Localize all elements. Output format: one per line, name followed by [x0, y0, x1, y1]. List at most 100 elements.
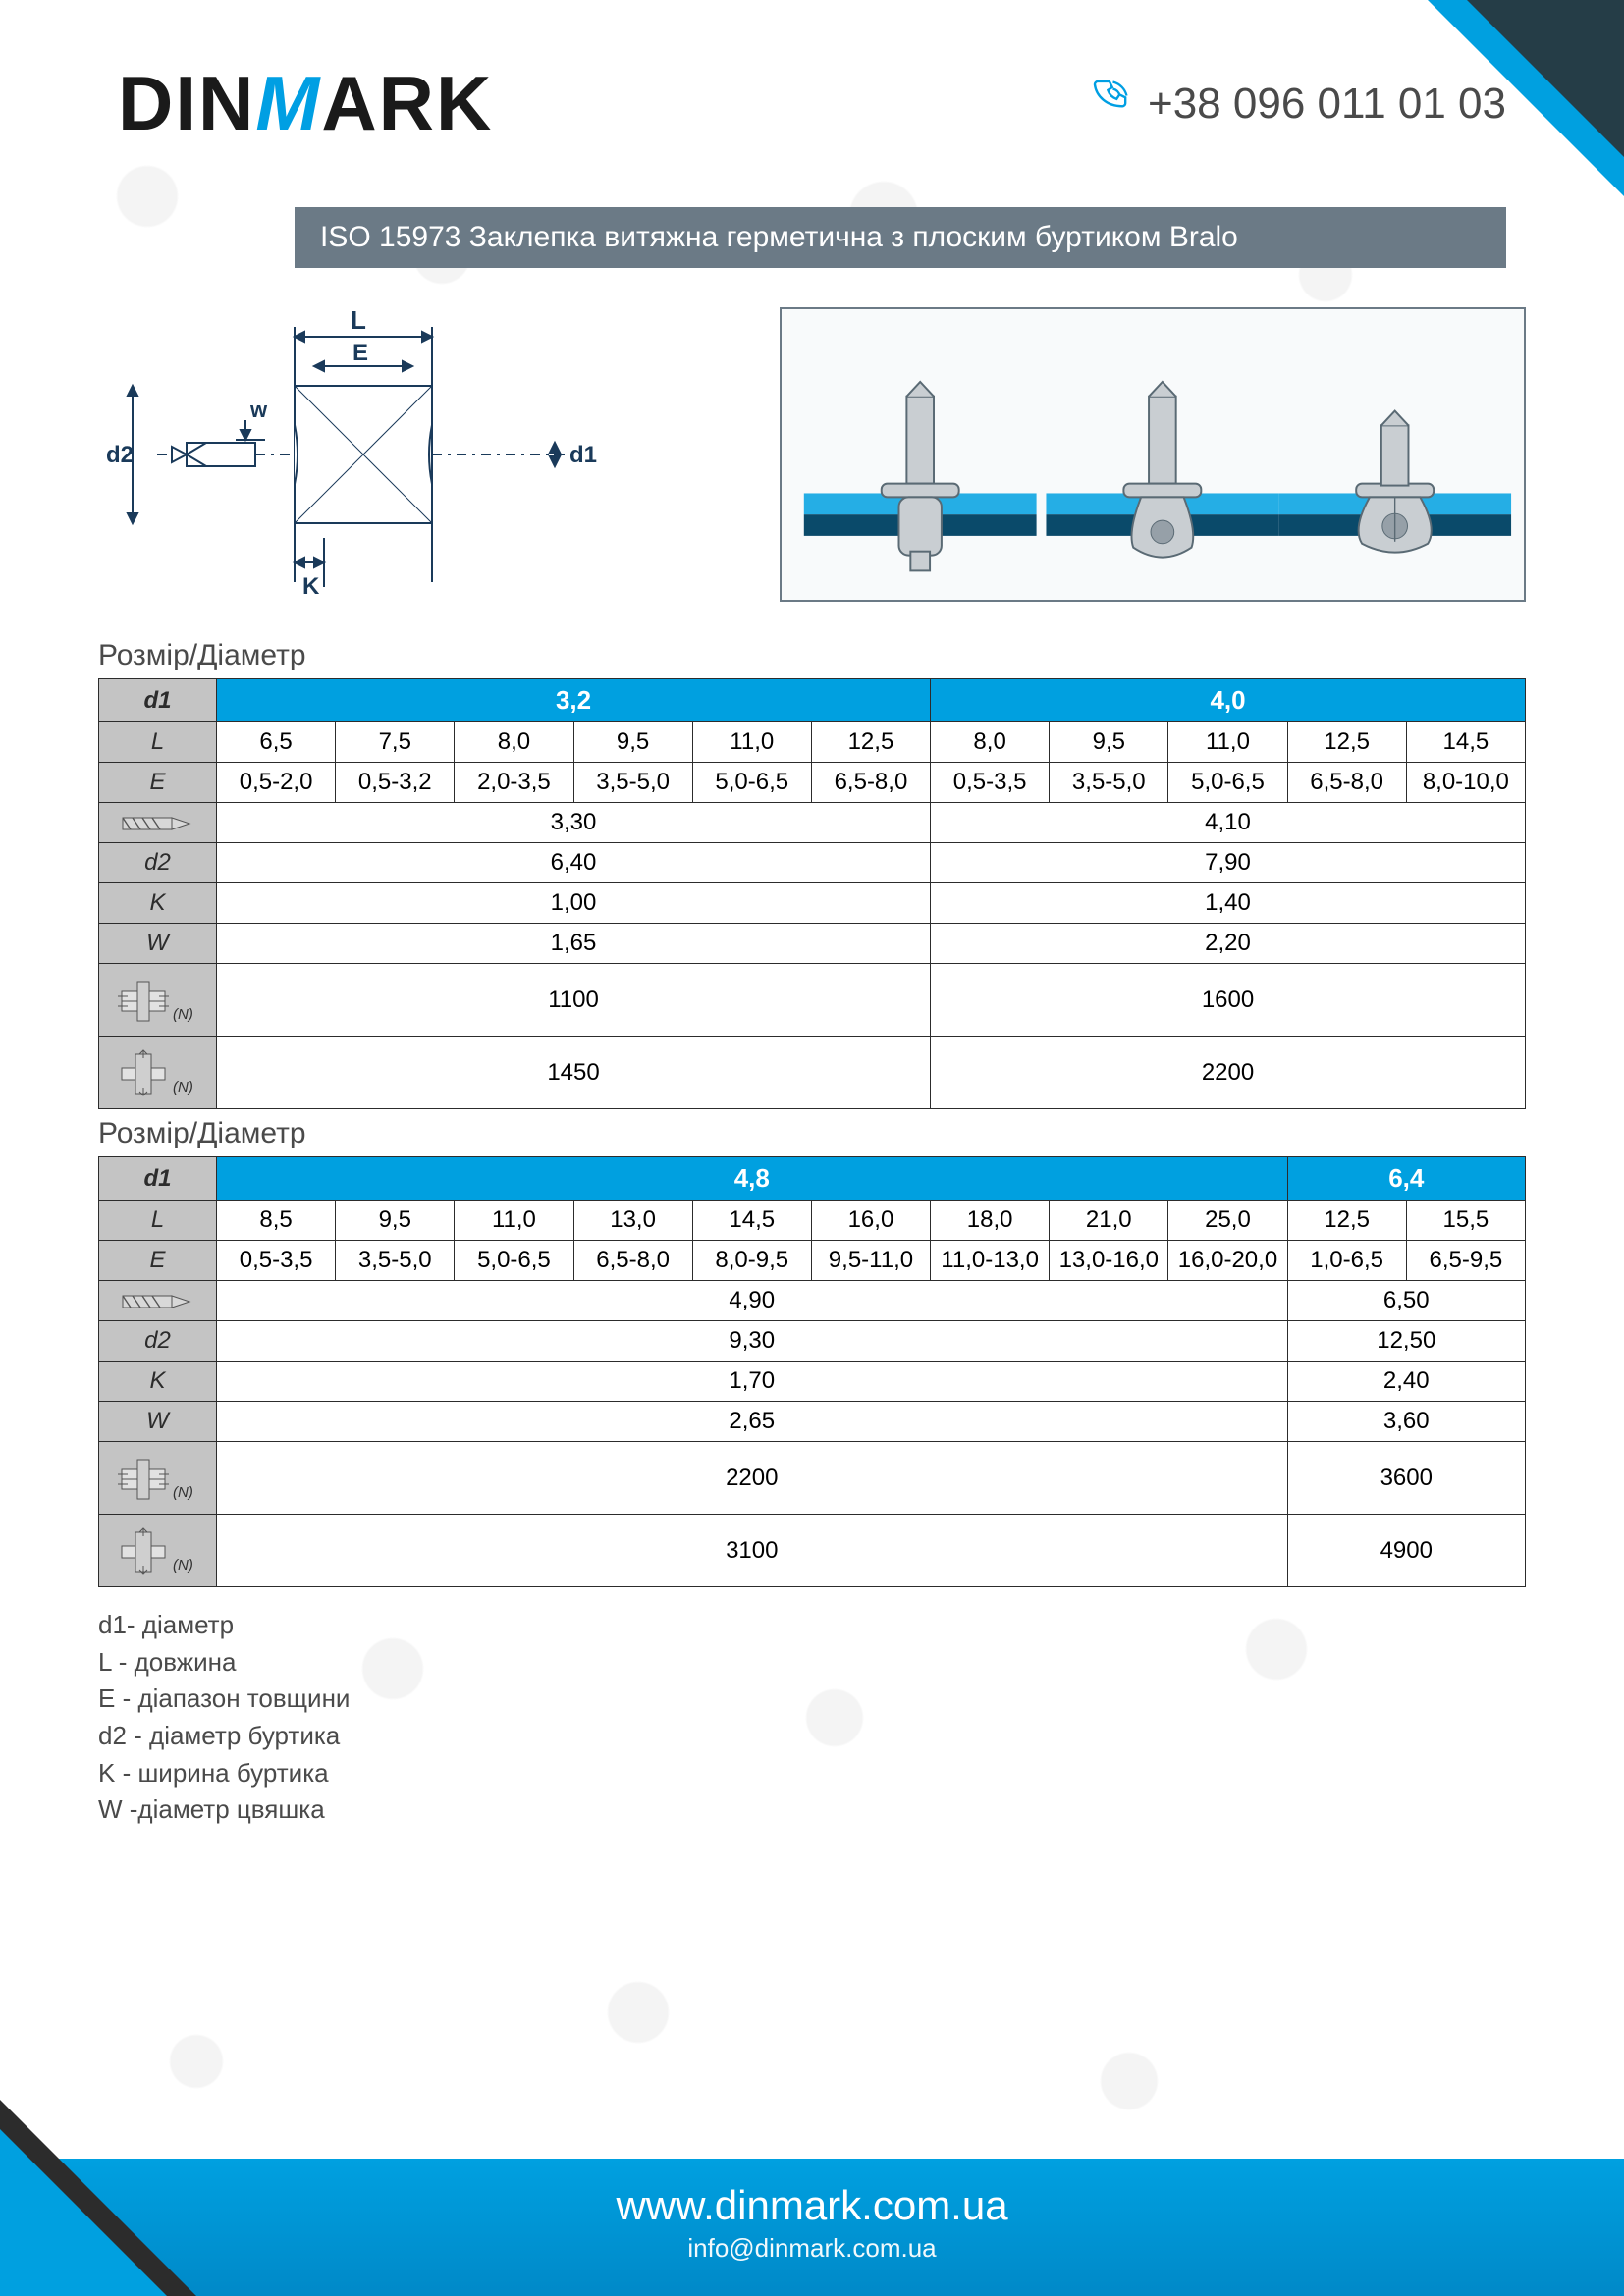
logo: DINMARK — [118, 59, 493, 148]
d1-header: 4,8 — [217, 1157, 1288, 1201]
legend-line: E - діапазон товщини — [98, 1681, 1526, 1718]
cell-E: 6,5-8,0 — [1287, 763, 1406, 803]
legend-line: d1- діаметр — [98, 1607, 1526, 1644]
cell-E: 3,5-5,0 — [336, 1241, 455, 1281]
row-E: E — [99, 763, 217, 803]
cell-W: 2,20 — [931, 924, 1526, 964]
logo-pre: DIN — [118, 60, 255, 146]
diag-K: K — [302, 573, 320, 600]
d1-header: 3,2 — [217, 679, 931, 722]
cell-W: 1,65 — [217, 924, 931, 964]
row-K: K — [99, 1362, 217, 1402]
legend-line: W -діаметр цвяшка — [98, 1791, 1526, 1829]
cell-L: 8,0 — [455, 722, 573, 763]
cell-L: 6,5 — [217, 722, 336, 763]
svg-text:(N): (N) — [173, 1484, 193, 1501]
row-W: W — [99, 1402, 217, 1442]
footer-email: info@dinmark.com.ua — [0, 2233, 1624, 2264]
cell-E: 8,0-9,5 — [692, 1241, 811, 1281]
diag-E: E — [352, 340, 368, 366]
row-K: K — [99, 883, 217, 924]
svg-text:(N): (N) — [173, 1006, 193, 1023]
row-drill-icon — [99, 1281, 217, 1321]
cell-tensile: 3100 — [217, 1515, 1288, 1587]
row-shear-icon: (N) — [99, 1442, 217, 1515]
svg-text:(N): (N) — [173, 1079, 193, 1095]
footer-url: www.dinmark.com.ua — [0, 2182, 1624, 2229]
cell-E: 6,5-8,0 — [811, 763, 930, 803]
row-tensile-icon: (N) — [99, 1515, 217, 1587]
d1-header: 6,4 — [1287, 1157, 1525, 1201]
cell-drill: 4,90 — [217, 1281, 1288, 1321]
cell-E: 0,5-3,5 — [931, 763, 1050, 803]
cell-drill: 3,30 — [217, 803, 931, 843]
row-drill-icon — [99, 803, 217, 843]
cell-W: 2,65 — [217, 1402, 1288, 1442]
cell-L: 9,5 — [573, 722, 692, 763]
cell-L: 7,5 — [336, 722, 455, 763]
cell-E: 0,5-2,0 — [217, 763, 336, 803]
cell-E: 5,0-6,5 — [455, 1241, 573, 1281]
cell-E: 0,5-3,5 — [217, 1241, 336, 1281]
technical-drawing: L E d2 d1 w K — [98, 307, 648, 602]
row-d2: d2 — [99, 1321, 217, 1362]
row-L: L — [99, 722, 217, 763]
footer-corner-blue — [0, 2129, 167, 2296]
cell-K: 1,00 — [217, 883, 931, 924]
row-d1: d1 — [99, 1157, 217, 1201]
section-label-1: Розмір/Діаметр — [0, 631, 1624, 678]
row-E: E — [99, 1241, 217, 1281]
cell-L: 11,0 — [455, 1201, 573, 1241]
phone-block: +38 096 011 01 03 — [1089, 79, 1506, 130]
legend: d1- діаметрL - довжинаE - діапазон товщи… — [0, 1587, 1624, 1848]
cell-L: 12,5 — [1287, 722, 1406, 763]
cell-L: 9,5 — [1050, 722, 1168, 763]
cell-W: 3,60 — [1287, 1402, 1525, 1442]
cell-L: 9,5 — [336, 1201, 455, 1241]
cell-shear: 2200 — [217, 1442, 1288, 1515]
cell-L: 11,0 — [692, 722, 811, 763]
row-shear-icon: (N) — [99, 964, 217, 1037]
spec-table-1: d13,24,0L6,57,58,09,511,012,58,09,511,01… — [98, 678, 1526, 1109]
diagram-row: L E d2 d1 w K — [0, 297, 1624, 631]
cell-shear: 3600 — [1287, 1442, 1525, 1515]
cell-E: 1,0-6,5 — [1287, 1241, 1406, 1281]
installation-diagram — [780, 307, 1526, 602]
diag-d2: d2 — [106, 442, 134, 468]
legend-line: K - ширина буртика — [98, 1755, 1526, 1792]
logo-post: ARK — [321, 60, 493, 146]
footer: www.dinmark.com.ua info@dinmark.com.ua — [0, 2159, 1624, 2296]
d1-header: 4,0 — [931, 679, 1526, 722]
cell-shear: 1600 — [931, 964, 1526, 1037]
cell-L: 21,0 — [1050, 1201, 1168, 1241]
cell-tensile: 4900 — [1287, 1515, 1525, 1587]
cell-E: 13,0-16,0 — [1050, 1241, 1168, 1281]
cell-L: 14,5 — [1406, 722, 1525, 763]
row-d1: d1 — [99, 679, 217, 722]
svg-text:(N): (N) — [173, 1557, 193, 1574]
cell-E: 3,5-5,0 — [573, 763, 692, 803]
cell-shear: 1100 — [217, 964, 931, 1037]
cell-d2: 12,50 — [1287, 1321, 1525, 1362]
header: DINMARK +38 096 011 01 03 — [0, 0, 1624, 187]
spec-table-2: d14,86,4L8,59,511,013,014,516,018,021,02… — [98, 1156, 1526, 1587]
cell-K: 2,40 — [1287, 1362, 1525, 1402]
cell-E: 9,5-11,0 — [811, 1241, 930, 1281]
cell-E: 16,0-20,0 — [1168, 1241, 1287, 1281]
cell-L: 8,0 — [931, 722, 1050, 763]
section-label-2: Розмір/Діаметр — [0, 1109, 1624, 1156]
cell-E: 3,5-5,0 — [1050, 763, 1168, 803]
cell-L: 8,5 — [217, 1201, 336, 1241]
cell-d2: 6,40 — [217, 843, 931, 883]
cell-L: 16,0 — [811, 1201, 930, 1241]
diag-w: w — [249, 398, 268, 422]
cell-L: 18,0 — [931, 1201, 1050, 1241]
cell-L: 12,5 — [1287, 1201, 1406, 1241]
cell-L: 15,5 — [1406, 1201, 1525, 1241]
cell-tensile: 2200 — [931, 1037, 1526, 1109]
row-W: W — [99, 924, 217, 964]
cell-E: 0,5-3,2 — [336, 763, 455, 803]
logo-m: M — [255, 60, 321, 146]
cell-E: 2,0-3,5 — [455, 763, 573, 803]
phone-number: +38 096 011 01 03 — [1148, 80, 1506, 129]
